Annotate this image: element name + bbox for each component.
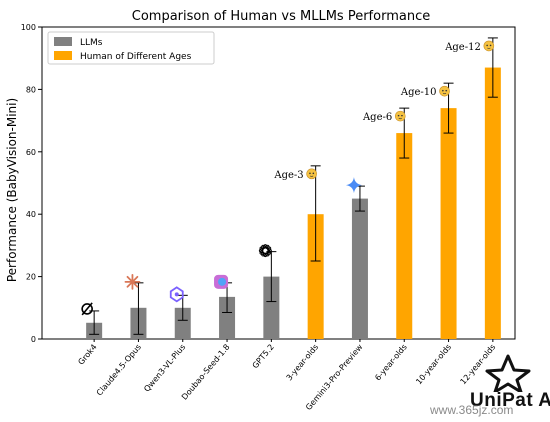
legend-box <box>47 31 215 65</box>
openai-petal <box>259 246 272 255</box>
bar <box>307 214 324 339</box>
claude-icon <box>124 273 141 290</box>
baby-face-icon <box>483 40 495 52</box>
baby-face-icon <box>439 85 450 97</box>
baby-face <box>439 85 450 97</box>
y-tick-label: 100 <box>21 23 36 32</box>
chart-title: Comparison of Human vs MLLMs Performance <box>132 9 430 24</box>
y-axis-label: Performance (BabyVision-Mini) <box>5 98 19 282</box>
x-tick-label: Claude4.5-Opus <box>95 343 143 398</box>
y-tick-label: 0 <box>31 335 36 344</box>
age-annotation: Age-3 <box>273 170 303 181</box>
unipat-star-icon <box>485 354 531 394</box>
age-annotation: Age-12 <box>444 42 481 53</box>
baby-eye <box>445 89 448 92</box>
y-tick-label: 20 <box>26 273 36 282</box>
baby-mouth <box>442 92 447 95</box>
grok-ring <box>81 303 93 315</box>
baby-eye <box>442 89 444 92</box>
baby-eye <box>401 114 403 117</box>
x-tick-label: 6-year-olds <box>373 343 409 383</box>
baby-face-icon <box>394 110 406 122</box>
doubao-dot <box>218 277 227 286</box>
y-tick-label: 40 <box>26 210 36 219</box>
legend-swatch <box>54 37 72 46</box>
age-annotation: Age-6 <box>362 112 392 123</box>
age-annotation: Age-10 <box>400 87 437 98</box>
baby-eye <box>309 172 311 175</box>
legend-label: Human of Different Ages <box>80 52 192 62</box>
baby-mouth <box>487 47 491 49</box>
legend: LLMs Human of Different Ages <box>47 31 215 65</box>
legend-swatch <box>54 51 72 60</box>
bar <box>219 296 236 339</box>
unipat-logo: UniPat AI <box>466 352 550 412</box>
baby-eye <box>397 114 400 117</box>
grok-slash <box>81 302 93 316</box>
grok-icon <box>81 302 93 316</box>
gemini-star <box>345 177 362 194</box>
y-tick-label: 80 <box>26 85 36 94</box>
baby-mouth <box>398 117 402 120</box>
x-tick-label: GPT5.2 <box>251 343 276 371</box>
qwen-core <box>174 292 179 297</box>
doubao-icon <box>214 274 229 289</box>
watermark: www.365jz.com <box>430 403 514 417</box>
baby-mouth <box>309 175 314 177</box>
bar <box>484 67 501 339</box>
qwen-hex <box>169 286 184 303</box>
baby-face <box>483 40 495 52</box>
baby-eye <box>486 44 488 47</box>
x-tick-label: Doubao-Seed-1.8 <box>180 343 232 402</box>
y-tick-label: 60 <box>26 148 36 157</box>
baby-eye <box>312 172 315 175</box>
legend-label: LLMs <box>80 38 103 48</box>
bar <box>440 108 457 340</box>
bar <box>351 198 368 339</box>
baby-face-icon <box>306 168 317 180</box>
bar <box>396 133 413 339</box>
x-tick-label: Grok4 <box>76 343 98 367</box>
baby-face <box>306 168 317 180</box>
x-tick-label: 10-year-olds <box>414 343 453 387</box>
openai-icon <box>258 244 272 258</box>
baby-eye <box>489 44 492 47</box>
x-tick-label: Qwen3-VL-Plus <box>142 343 187 394</box>
baby-face <box>394 110 406 122</box>
bar <box>174 307 191 339</box>
claude-ray <box>131 275 139 283</box>
bar <box>263 276 280 339</box>
x-tick-label: 3-year-olds <box>285 343 321 383</box>
qwen-icon <box>169 286 184 303</box>
unipat-logo-text: UniPat AI <box>470 390 550 411</box>
gemini-icon <box>345 177 362 194</box>
